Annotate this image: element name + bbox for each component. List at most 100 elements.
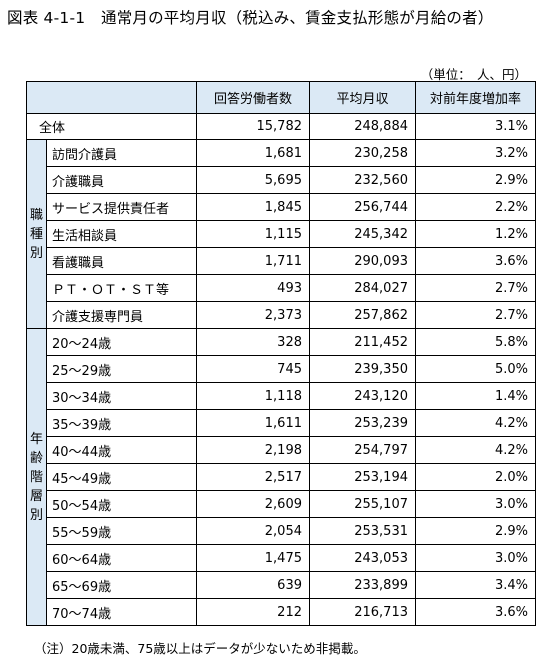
row-label: 40～44歳 xyxy=(46,436,197,464)
age-group-label-char: 階 xyxy=(29,469,43,485)
respondents-cell: 2,373 xyxy=(196,301,310,329)
avg-monthly-cell: 245,342 xyxy=(309,220,416,248)
table-row: 介護支援専門員 2,373 257,862 2.7% xyxy=(27,301,536,329)
table-row: 35～39歳 1,611 253,239 4.2% xyxy=(27,409,536,437)
avg-monthly-cell: 232,560 xyxy=(309,166,416,194)
respondents-cell: 1,475 xyxy=(196,544,310,572)
respondents-cell: 212 xyxy=(196,598,310,626)
total-row: 全体 15,782 248,884 3.1% xyxy=(26,113,536,140)
respondents-cell: 5,695 xyxy=(196,166,310,194)
row-label: 45～49歳 xyxy=(46,463,197,491)
respondents-cell: 2,609 xyxy=(196,490,310,518)
respondents-cell: 639 xyxy=(196,571,310,599)
avg-monthly-cell: 243,120 xyxy=(309,382,416,410)
occupation-group-label-char: 別 xyxy=(29,245,43,261)
respondents-cell: 2,054 xyxy=(196,517,310,545)
table-row: 40～44歳 2,198 254,797 4.2% xyxy=(27,436,536,464)
total-respondents: 15,782 xyxy=(196,113,310,140)
total-yoy: 3.1% xyxy=(415,113,536,140)
row-label: 介護支援専門員 xyxy=(46,301,197,329)
avg-monthly-cell: 233,899 xyxy=(309,571,416,599)
age-group-label-cell: 年齢階層別 xyxy=(26,328,47,626)
row-label: 25～29歳 xyxy=(46,355,197,383)
avg-monthly-cell: 243,053 xyxy=(309,544,416,572)
age-group-label-char: 別 xyxy=(29,507,43,523)
respondents-cell: 2,517 xyxy=(196,463,310,491)
avg-monthly-cell: 216,713 xyxy=(309,598,416,626)
row-label: サービス提供責任者 xyxy=(46,193,197,221)
respondents-cell: 1,845 xyxy=(196,193,310,221)
row-label: 30～34歳 xyxy=(46,382,197,410)
row-label: 60～64歳 xyxy=(46,544,197,572)
yoy-cell: 3.6% xyxy=(415,247,536,275)
salary-table: 回答労働者数 平均月収 対前年度増加率 全体 15,782 248,884 3.… xyxy=(26,81,536,626)
table-row: 職種別 訪問介護員 1,681 230,258 3.2% xyxy=(26,139,536,329)
header-row: 回答労働者数 平均月収 対前年度増加率 xyxy=(26,81,536,114)
avg-monthly-cell: 239,350 xyxy=(309,355,416,383)
avg-monthly-cell: 290,093 xyxy=(309,247,416,275)
yoy-cell: 4.2% xyxy=(415,409,536,437)
yoy-cell: 2.7% xyxy=(415,274,536,302)
row-label: 65～69歳 xyxy=(46,571,197,599)
yoy-cell: 1.2% xyxy=(415,220,536,248)
yoy-cell: 5.0% xyxy=(415,355,536,383)
table-row: ＰＴ・ＯＴ・ＳＴ等 493 284,027 2.7% xyxy=(27,274,536,302)
row-label: 20～24歳 xyxy=(46,328,197,356)
table-row: 55～59歳 2,054 253,531 2.9% xyxy=(27,517,536,545)
row-label: 介護職員 xyxy=(46,166,197,194)
respondents-cell: 2,198 xyxy=(196,436,310,464)
unit-label: （単位： 人、円） xyxy=(420,67,527,82)
respondents-cell: 745 xyxy=(196,355,310,383)
total-label: 全体 xyxy=(26,113,197,140)
row-label: 70～74歳 xyxy=(46,598,197,626)
yoy-cell: 2.7% xyxy=(415,301,536,329)
yoy-cell: 3.4% xyxy=(415,571,536,599)
avg-monthly-cell: 284,027 xyxy=(309,274,416,302)
yoy-cell: 3.0% xyxy=(415,490,536,518)
table-body: 全体 15,782 248,884 3.1% 職種別 訪問介護員 1,681 230,… xyxy=(26,113,536,626)
age-group-label-char: 年 xyxy=(29,431,43,447)
respondents-cell: 1,611 xyxy=(196,409,310,437)
avg-monthly-cell: 211,452 xyxy=(309,328,416,356)
table-row: サービス提供責任者 1,845 256,744 2.2% xyxy=(27,193,536,221)
respondents-cell: 1,681 xyxy=(196,139,310,167)
avg-monthly-cell: 253,531 xyxy=(309,517,416,545)
table-row: 生活相談員 1,115 245,342 1.2% xyxy=(27,220,536,248)
table-row: 50～54歳 2,609 255,107 3.0% xyxy=(27,490,536,518)
total-avg: 248,884 xyxy=(309,113,416,140)
row-label: 看護職員 xyxy=(46,247,197,275)
table-row: 45～49歳 2,517 253,194 2.0% xyxy=(27,463,536,491)
header-respondents: 回答労働者数 xyxy=(196,81,310,114)
yoy-cell: 1.4% xyxy=(415,382,536,410)
yoy-cell: 5.8% xyxy=(415,328,536,356)
yoy-cell: 2.9% xyxy=(415,166,536,194)
table-row: 30～34歳 1,118 243,120 1.4% xyxy=(27,382,536,410)
occupation-group-label-char: 種 xyxy=(29,226,43,242)
avg-monthly-cell: 256,744 xyxy=(309,193,416,221)
avg-monthly-cell: 254,797 xyxy=(309,436,416,464)
respondents-cell: 493 xyxy=(196,274,310,302)
yoy-cell: 4.2% xyxy=(415,436,536,464)
yoy-cell: 2.9% xyxy=(415,517,536,545)
yoy-cell: 2.0% xyxy=(415,463,536,491)
header-avg-monthly: 平均月収 xyxy=(309,81,416,114)
yoy-cell: 3.2% xyxy=(415,139,536,167)
occupation-group-vertical-label: 職種別 xyxy=(30,206,43,263)
avg-monthly-cell: 253,239 xyxy=(309,409,416,437)
row-label: 生活相談員 xyxy=(46,220,197,248)
table-row: 60～64歳 1,475 243,053 3.0% xyxy=(27,544,536,572)
table-row: 看護職員 1,711 290,093 3.6% xyxy=(27,247,536,275)
occupation-group-label-char: 職 xyxy=(29,207,43,223)
yoy-cell: 2.2% xyxy=(415,193,536,221)
row-label: 55～59歳 xyxy=(46,517,197,545)
table-row: 25～29歳 745 239,350 5.0% xyxy=(27,355,536,383)
age-group-vertical-label: 年齢階層別 xyxy=(30,430,43,525)
yoy-cell: 3.6% xyxy=(415,598,536,626)
figure-title: 図表 4-1-1 通常月の平均月収（税込み、賃金支払形態が月給の者） xyxy=(7,9,494,27)
row-label: 訪問介護員 xyxy=(46,139,197,167)
table-row: 65～69歳 639 233,899 3.4% xyxy=(27,571,536,599)
table-row: 介護職員 5,695 232,560 2.9% xyxy=(27,166,536,194)
avg-monthly-cell: 255,107 xyxy=(309,490,416,518)
avg-monthly-cell: 230,258 xyxy=(309,139,416,167)
yoy-cell: 3.0% xyxy=(415,544,536,572)
